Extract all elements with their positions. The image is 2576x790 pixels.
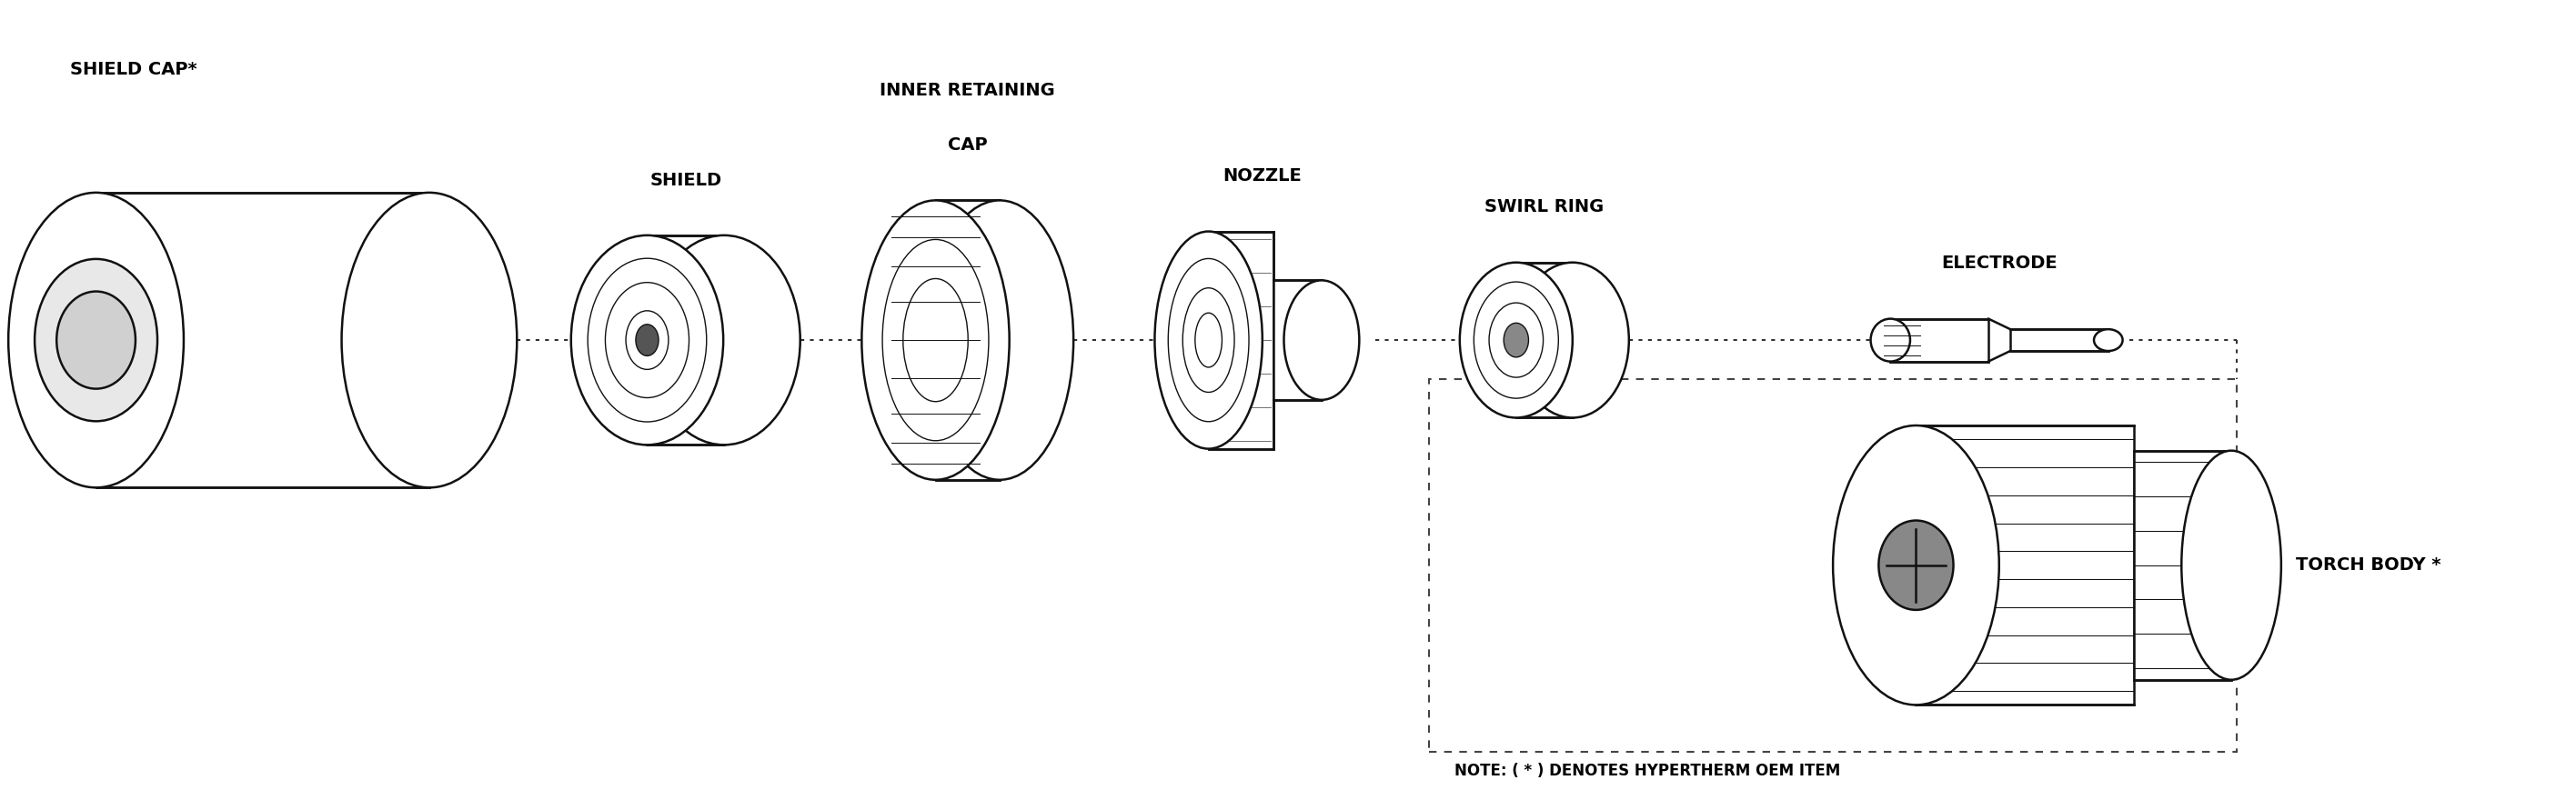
Ellipse shape	[343, 193, 518, 487]
Ellipse shape	[649, 235, 801, 445]
Ellipse shape	[572, 235, 724, 445]
Text: NOTE: ( * ) DENOTES HYPERTHERM OEM ITEM: NOTE: ( * ) DENOTES HYPERTHERM OEM ITEM	[1455, 763, 1839, 780]
Ellipse shape	[1154, 231, 1262, 449]
Text: ELECTRODE: ELECTRODE	[1942, 255, 2058, 273]
Text: SWIRL RING: SWIRL RING	[1484, 198, 1605, 216]
Ellipse shape	[1461, 262, 1571, 418]
Ellipse shape	[636, 325, 659, 356]
Ellipse shape	[8, 193, 183, 487]
Bar	[1891, 318, 1989, 362]
Text: INNER RETAINING: INNER RETAINING	[881, 82, 1056, 100]
Bar	[1208, 231, 1273, 449]
Bar	[1273, 280, 1321, 400]
Bar	[2133, 450, 2231, 679]
Bar	[2009, 329, 2107, 351]
Ellipse shape	[1878, 521, 1953, 610]
Bar	[1517, 262, 1571, 418]
Ellipse shape	[1517, 262, 1628, 418]
Ellipse shape	[2182, 450, 2282, 679]
Bar	[647, 235, 724, 445]
Text: TORCH BODY *: TORCH BODY *	[2295, 556, 2439, 574]
Ellipse shape	[1870, 318, 1911, 362]
Ellipse shape	[863, 201, 1010, 480]
Bar	[935, 201, 999, 480]
Ellipse shape	[1834, 426, 1999, 705]
Ellipse shape	[33, 259, 157, 421]
Text: SHIELD CAP*: SHIELD CAP*	[70, 61, 198, 78]
Ellipse shape	[57, 292, 137, 389]
Ellipse shape	[1504, 323, 1528, 357]
Ellipse shape	[2094, 329, 2123, 351]
Bar	[95, 193, 430, 487]
Bar	[1917, 426, 2133, 705]
Text: SHIELD: SHIELD	[649, 171, 721, 189]
Text: CAP: CAP	[948, 137, 987, 154]
Text: NOZZLE: NOZZLE	[1224, 167, 1301, 185]
Ellipse shape	[1283, 280, 1360, 400]
Ellipse shape	[925, 201, 1074, 480]
